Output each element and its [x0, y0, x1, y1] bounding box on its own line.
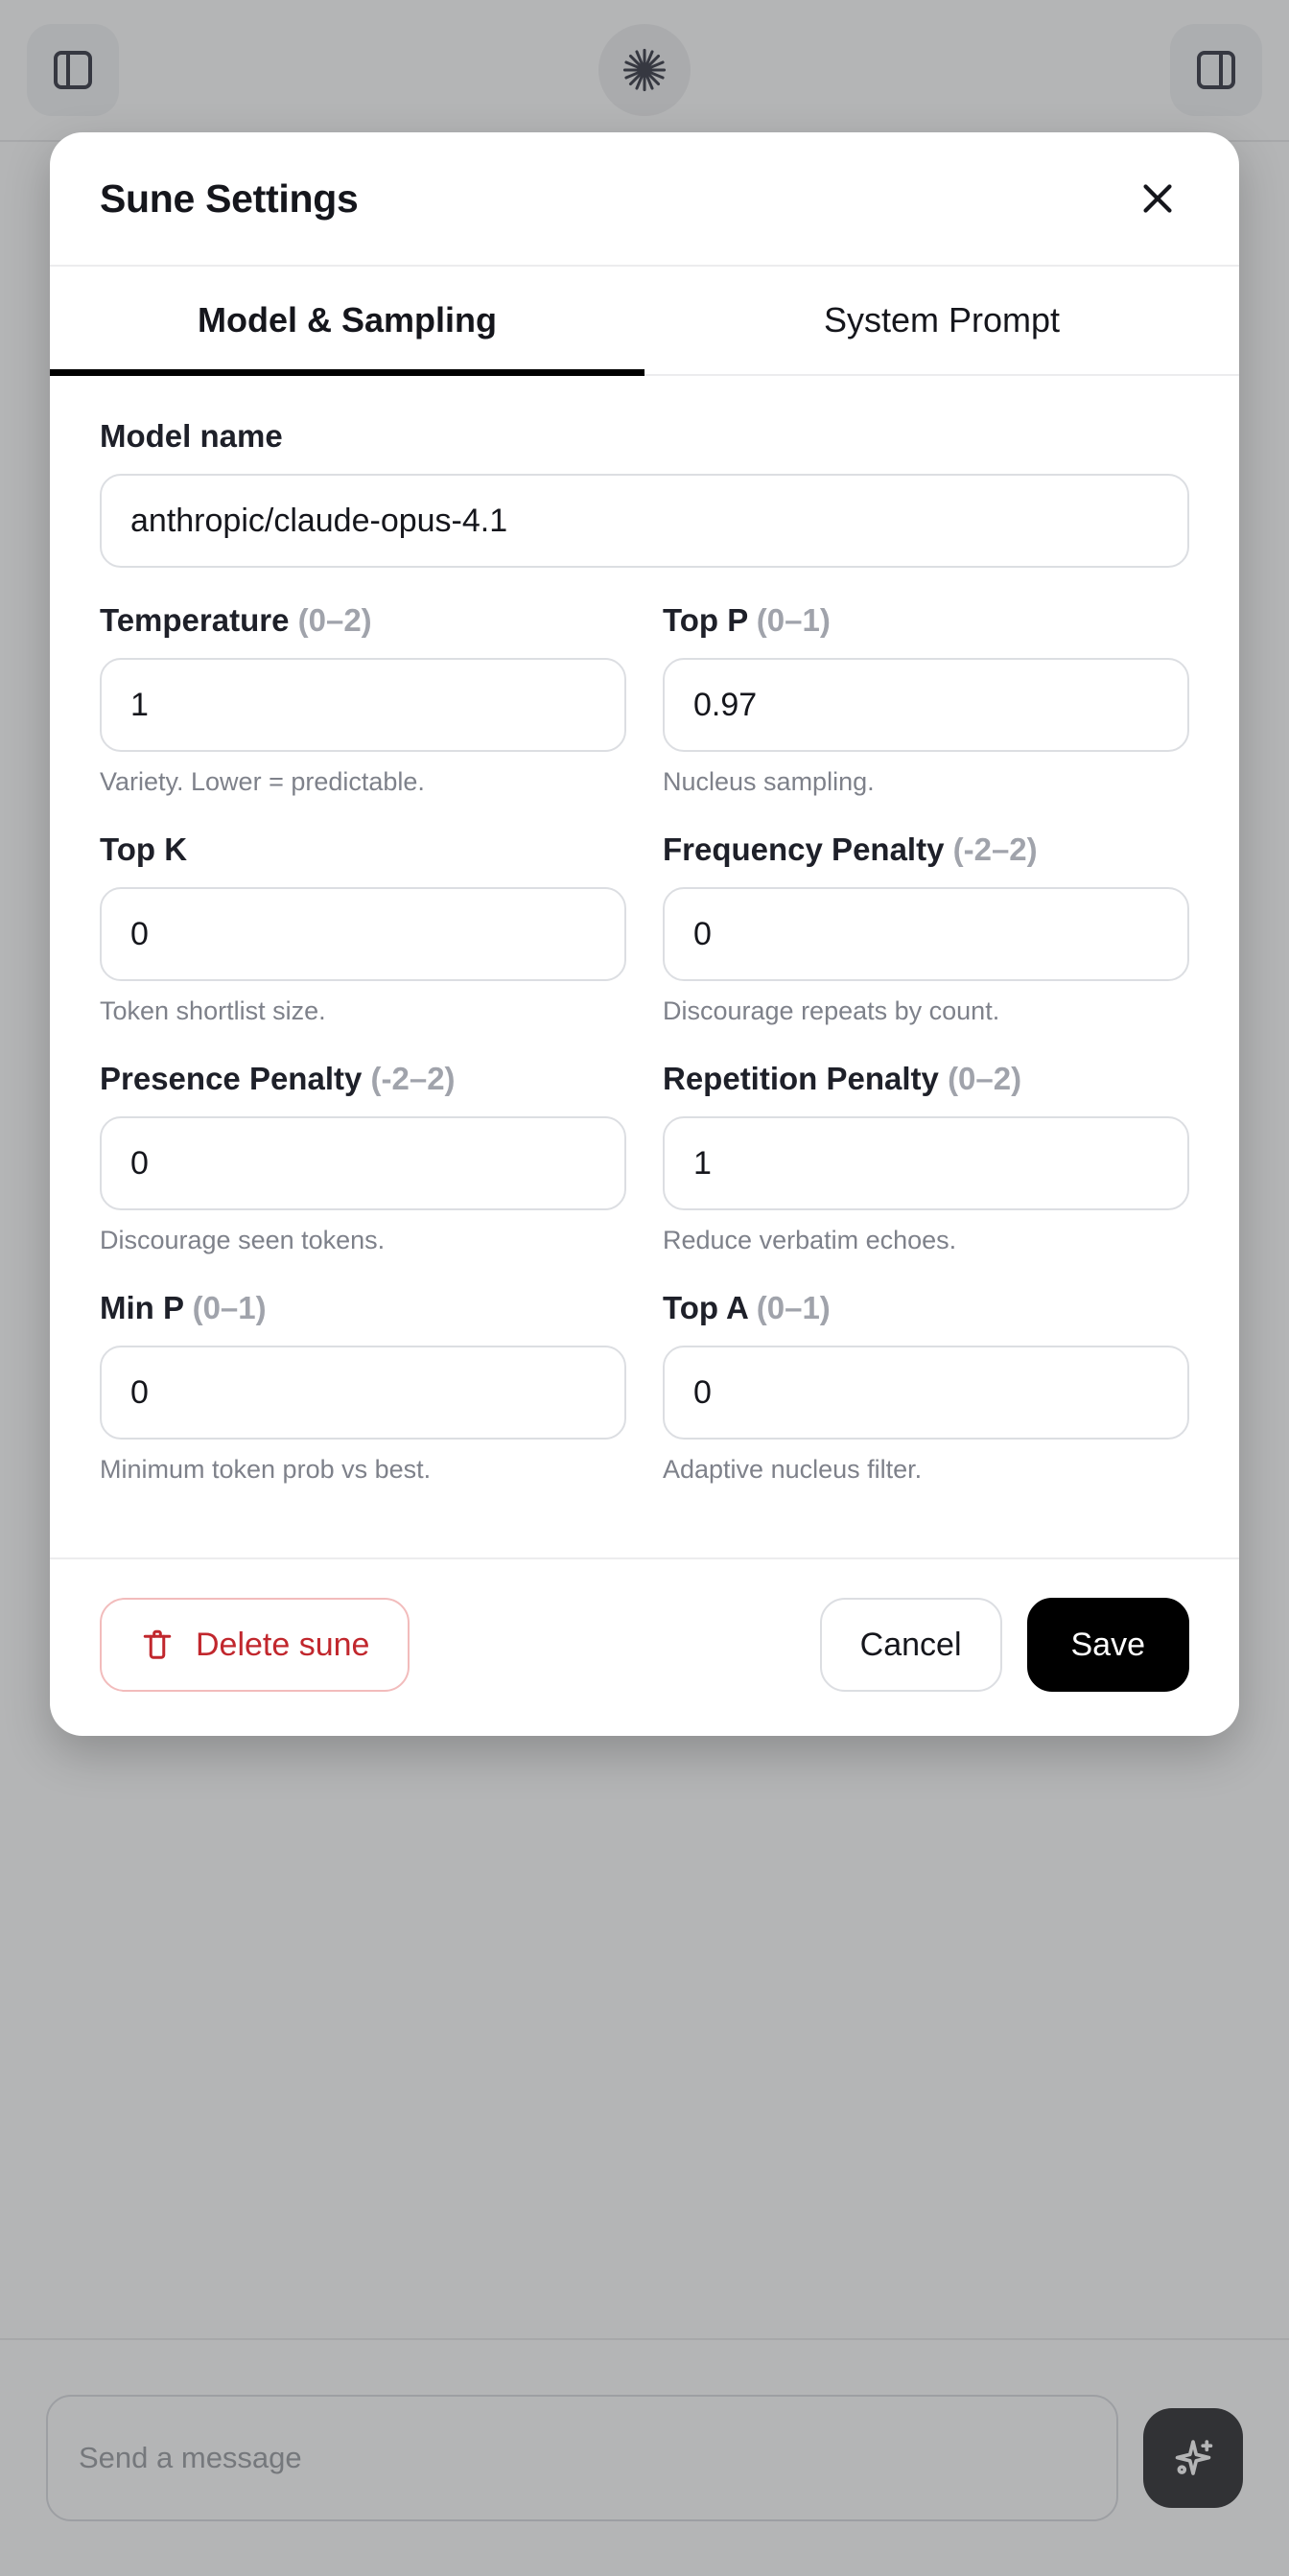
field-frequency-penalty: Frequency Penalty (-2–2) 0 Discourage re…	[663, 831, 1189, 1026]
presence-penalty-range: (-2–2)	[370, 1061, 456, 1096]
sparkles-icon[interactable]	[1143, 2408, 1243, 2508]
field-model-name: Model name anthropic/claude-opus-4.1	[100, 418, 1189, 568]
sampling-grid: Temperature (0–2) 1 Variety. Lower = pre…	[100, 602, 1189, 1519]
top-a-range: (0–1)	[756, 1290, 831, 1325]
frequency-penalty-label: Frequency Penalty (-2–2)	[663, 831, 1189, 868]
page-title: Sune Settings	[100, 176, 359, 221]
min-p-label: Min P (0–1)	[100, 1290, 626, 1326]
top-a-input[interactable]: 0	[663, 1346, 1189, 1440]
panel-left-glyph	[54, 51, 92, 89]
min-p-range: (0–1)	[192, 1290, 267, 1325]
modal-tabs: Model & Sampling System Prompt	[50, 267, 1239, 376]
top-k-label-text: Top K	[100, 831, 188, 867]
top-k-input[interactable]: 0	[100, 887, 626, 981]
top-a-label-text: Top A	[663, 1290, 748, 1325]
top-a-label: Top A (0–1)	[663, 1290, 1189, 1326]
temperature-range: (0–2)	[297, 602, 372, 638]
close-glyph	[1143, 184, 1172, 213]
top-p-input[interactable]: 0.97	[663, 658, 1189, 752]
close-icon[interactable]	[1126, 167, 1189, 230]
tab-model-sampling[interactable]: Model & Sampling	[50, 267, 644, 376]
top-p-range: (0–1)	[756, 602, 831, 638]
anthropic-burst-icon[interactable]	[598, 24, 691, 116]
tab-system-prompt[interactable]: System Prompt	[644, 267, 1239, 374]
repetition-penalty-label: Repetition Penalty (0–2)	[663, 1061, 1189, 1097]
top-a-hint: Adaptive nucleus filter.	[663, 1455, 923, 1484]
repetition-penalty-input[interactable]: 1	[663, 1116, 1189, 1210]
save-button[interactable]: Save	[1026, 1598, 1189, 1692]
footer-actions: Cancel Save	[819, 1598, 1189, 1692]
field-temperature: Temperature (0–2) 1 Variety. Lower = pre…	[100, 602, 626, 797]
panel-left-icon[interactable]	[27, 24, 119, 116]
message-input[interactable]: Send a message	[46, 2395, 1118, 2521]
repetition-penalty-range: (0–2)	[948, 1061, 1022, 1096]
composer-bar: Send a message	[0, 2338, 1289, 2576]
temperature-label: Temperature (0–2)	[100, 602, 626, 639]
modal-body: Model name anthropic/claude-opus-4.1 Tem…	[50, 376, 1239, 1557]
cancel-button[interactable]: Cancel	[819, 1598, 1002, 1692]
temperature-label-text: Temperature	[100, 602, 290, 638]
min-p-hint: Minimum token prob vs best.	[100, 1455, 432, 1484]
delete-sune-button[interactable]: Delete sune	[100, 1598, 410, 1692]
presence-penalty-hint: Discourage seen tokens.	[100, 1226, 386, 1254]
top-k-label: Top K	[100, 831, 626, 868]
field-presence-penalty: Presence Penalty (-2–2) 0 Discourage see…	[100, 1061, 626, 1255]
field-top-p: Top P (0–1) 0.97 Nucleus sampling.	[663, 602, 1189, 797]
panel-right-icon[interactable]	[1170, 24, 1262, 116]
field-min-p: Min P (0–1) 0 Minimum token prob vs best…	[100, 1290, 626, 1485]
repetition-penalty-hint: Reduce verbatim echoes.	[663, 1226, 957, 1254]
top-p-label-text: Top P	[663, 602, 748, 638]
frequency-penalty-label-text: Frequency Penalty	[663, 831, 945, 867]
temperature-input[interactable]: 1	[100, 658, 626, 752]
presence-penalty-label: Presence Penalty (-2–2)	[100, 1061, 626, 1097]
panel-right-glyph	[1197, 51, 1235, 89]
top-p-label: Top P (0–1)	[663, 602, 1189, 639]
modal-header: Sune Settings	[50, 132, 1239, 267]
presence-penalty-label-text: Presence Penalty	[100, 1061, 363, 1096]
frequency-penalty-input[interactable]: 0	[663, 887, 1189, 981]
sune-settings-modal: Sune Settings Model & Sampling System Pr…	[50, 132, 1239, 1736]
field-top-a: Top A (0–1) 0 Adaptive nucleus filter.	[663, 1290, 1189, 1485]
top-p-hint: Nucleus sampling.	[663, 767, 875, 796]
model-name-label: Model name	[100, 418, 283, 454]
modal-footer: Delete sune Cancel Save	[50, 1557, 1239, 1736]
delete-sune-label: Delete sune	[196, 1626, 370, 1663]
min-p-input[interactable]: 0	[100, 1346, 626, 1440]
app-topbar	[0, 0, 1289, 142]
sparkles-glyph	[1175, 2440, 1213, 2475]
repetition-penalty-label-text: Repetition Penalty	[663, 1061, 939, 1096]
field-top-k: Top K 0 Token shortlist size.	[100, 831, 626, 1026]
presence-penalty-input[interactable]: 0	[100, 1116, 626, 1210]
frequency-penalty-range: (-2–2)	[952, 831, 1038, 867]
trash-icon	[143, 1629, 172, 1659]
temperature-hint: Variety. Lower = predictable.	[100, 767, 425, 796]
burst-glyph	[622, 48, 667, 92]
model-name-input[interactable]: anthropic/claude-opus-4.1	[100, 474, 1189, 568]
top-k-hint: Token shortlist size.	[100, 996, 326, 1025]
field-repetition-penalty: Repetition Penalty (0–2) 1 Reduce verbat…	[663, 1061, 1189, 1255]
frequency-penalty-hint: Discourage repeats by count.	[663, 996, 1000, 1025]
min-p-label-text: Min P	[100, 1290, 184, 1325]
